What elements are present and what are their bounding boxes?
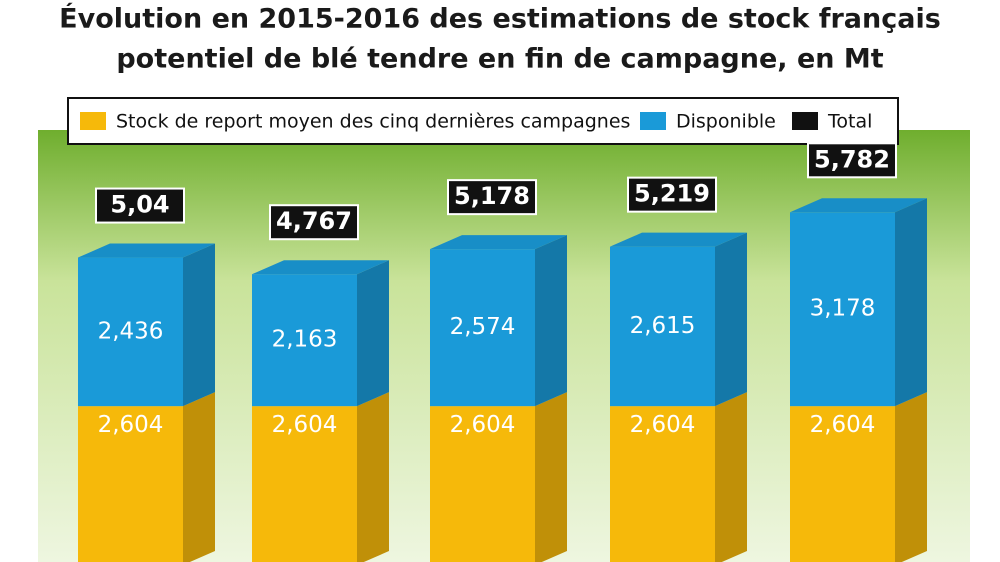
bar [430,249,535,407]
bar-side [715,232,747,407]
total-box [627,176,717,213]
bar-side [183,243,215,407]
bar-top [430,235,567,250]
total-label: 5,782 [814,145,890,173]
total-label: 5,04 [110,191,169,219]
value-label: 2,604 [272,412,338,438]
total-label: 5,178 [454,182,530,210]
bar-top [790,198,927,213]
bar-side [535,235,567,407]
bar [78,257,183,407]
value-label: 2,436 [98,318,164,344]
legend-swatch [80,112,106,130]
bar-side [715,392,747,562]
legend [67,97,899,145]
total-label: 4,767 [276,207,352,235]
value-label: 3,178 [810,296,876,322]
value-label: 2,604 [630,412,696,438]
bar [610,246,715,407]
legend-label: Stock de report moyen des cinq dernières… [116,111,630,133]
bar-side [895,392,927,562]
bar-side [535,392,567,562]
total-label: 5,219 [634,180,710,208]
bar-side [357,392,389,562]
bar [610,406,715,562]
total-box [269,204,359,241]
bar [252,274,357,407]
value-label: 2,604 [810,412,876,438]
total-box [95,187,185,224]
bar-side [183,392,215,562]
bar [252,406,357,562]
legend-swatch [640,112,666,130]
bar-side [357,260,389,407]
bar-side [895,198,927,407]
bar-top [610,232,747,247]
value-label: 2,615 [630,313,696,339]
bar [78,406,183,562]
chart-title: potentiel de blé tendre en fin de campag… [116,44,883,75]
value-label: 2,604 [98,412,164,438]
bar [790,406,895,562]
legend-label: Disponible [676,111,776,133]
legend-label: Total [827,111,872,133]
total-box [447,179,537,216]
value-label: 2,604 [450,412,516,438]
bar-top [252,260,389,275]
bar [430,406,535,562]
bar [790,212,895,407]
value-label: 2,163 [272,327,338,353]
bar-top [78,243,215,258]
total-box [807,142,897,179]
chart-title: Évolution en 2015-2016 des estimations d… [59,3,941,35]
value-label: 2,574 [450,314,516,340]
legend-swatch [792,112,818,130]
